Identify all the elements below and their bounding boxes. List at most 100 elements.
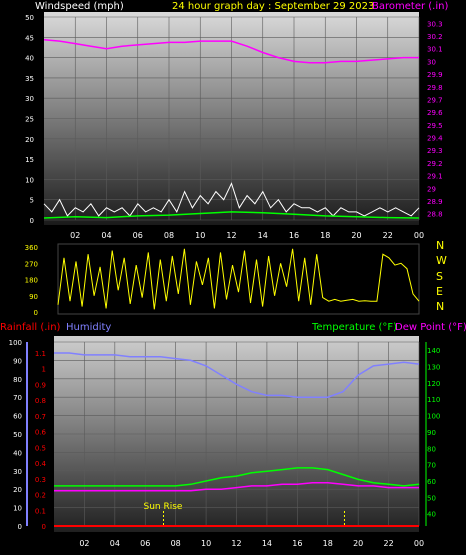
direction-label-s: S (436, 270, 443, 283)
direction-tick-label: 180 (25, 277, 38, 285)
x-tick-label: 16 (292, 539, 302, 548)
x-tick-label: 14 (258, 231, 268, 240)
barometer-tick-label: 29.4 (427, 135, 443, 143)
rainfall-tick-label: 0.9 (35, 381, 46, 389)
direction-tick-label: 270 (25, 260, 38, 268)
x-tick-label: 20 (351, 231, 361, 240)
wind-tick-label: 35 (25, 75, 34, 83)
x-tick-label: 00 (414, 231, 424, 240)
dewpoint-series (54, 481, 419, 492)
barometer-tick-label: 29.2 (427, 160, 443, 168)
x-tick-label: 18 (323, 539, 333, 548)
rainfall-tick-label: 1.1 (35, 350, 46, 358)
x-tick-label: 20 (353, 539, 363, 548)
x-tick-label: 10 (195, 231, 205, 240)
windspeed-axis-label: Windspeed (mph) (35, 1, 124, 12)
dewpoint-axis-label: Dew Point (°F) (395, 322, 466, 333)
barometer-series (43, 39, 419, 64)
humidity-tick-label: 40 (13, 449, 22, 457)
barometer-tick-label: 29.1 (427, 173, 443, 181)
rainfall-tick-label: 0.7 (35, 413, 46, 421)
barometer-tick-label: 29.8 (427, 84, 443, 92)
wind-tick-label: 40 (25, 55, 34, 63)
wind-tick-label: 10 (25, 176, 34, 184)
x-tick-label: 00 (414, 539, 424, 548)
barometer-tick-label: 29.6 (427, 109, 443, 117)
temperature-tick-label: 60 (427, 478, 436, 486)
wind-tick-label: 30 (25, 95, 34, 103)
humidity-tick-label: 100 (9, 339, 22, 347)
temperature-tick-label: 130 (427, 364, 440, 372)
humidity-tick-label: 30 (13, 468, 22, 476)
wind-tick-label: 5 (30, 197, 34, 205)
wind-tick-label: 25 (25, 116, 34, 124)
wind-tick-label: 20 (25, 136, 34, 144)
direction-label-w: W (436, 254, 447, 267)
temperature-tick-label: 100 (427, 413, 440, 421)
temperature-tick-label: 110 (427, 396, 440, 404)
direction-label-n-bottom: N (436, 300, 444, 313)
humidity-tick-label: 50 (13, 431, 22, 439)
temperature-tick-label: 80 (427, 445, 436, 453)
direction-panel-background (57, 243, 420, 315)
humidity-tick-label: 80 (13, 376, 22, 384)
x-tick-label: 18 (320, 231, 330, 240)
temperature-tick-label: 120 (427, 380, 440, 388)
x-tick-label: 12 (231, 539, 241, 548)
rainfall-tick-label: 1 (42, 366, 46, 374)
x-tick-label: 06 (140, 539, 150, 548)
barometer-tick-label: 30.2 (427, 33, 443, 41)
wind-series (43, 182, 420, 217)
x-tick-label: 14 (262, 539, 272, 548)
rainfall-tick-label: 0.5 (35, 444, 46, 452)
barometer-tick-label: 29.7 (427, 96, 443, 104)
rainfall-tick-label: 0.3 (35, 476, 46, 484)
humidity-tick-label: 10 (13, 505, 22, 513)
rainfall-tick-label: 0 (42, 523, 46, 531)
direction-label-e: E (436, 285, 443, 298)
rainfall-axis-label: Rainfall (.in) (0, 322, 61, 333)
direction-label-n-top: N (436, 239, 444, 252)
humidity-axis-label: Humidity (66, 322, 111, 333)
rainfall-tick-label: 0.6 (35, 429, 47, 437)
temperature-tick-label: 40 (427, 511, 436, 519)
barometer-tick-label: 29.9 (427, 71, 443, 79)
barometer-tick-label: 30.3 (427, 20, 443, 28)
x-tick-label: 22 (383, 539, 393, 548)
direction-tick-label: 90 (29, 293, 38, 301)
rainfall-tick-label: 0.4 (35, 460, 47, 468)
x-tick-label: 10 (201, 539, 211, 548)
humidity-tick-label: 90 (13, 357, 22, 365)
humidity-tick-label: 70 (13, 394, 22, 402)
x-tick-label: 22 (383, 231, 393, 240)
barometer-tick-label: 30.1 (427, 46, 443, 54)
temperature-tick-label: 90 (427, 429, 436, 437)
temperature-tick-label: 70 (427, 462, 436, 470)
barometer-tick-label: 28.9 (427, 198, 443, 206)
x-tick-label: 16 (289, 231, 299, 240)
sunrise-label: Sun Rise (144, 502, 183, 512)
barometer-tick-label: 29.5 (427, 122, 443, 130)
gust-series (43, 211, 420, 219)
barometer-tick-label: 30 (427, 58, 436, 66)
direction-tick-label: 360 (25, 244, 38, 252)
humidity-tick-label: 0 (18, 523, 22, 531)
temperature-tick-label: 140 (427, 347, 440, 355)
rainfall-tick-label: 0.8 (35, 397, 46, 405)
humidity-tick-label: 20 (13, 486, 22, 494)
x-tick-label: 06 (133, 231, 143, 240)
wind-tick-label: 15 (25, 156, 34, 164)
wind-tick-label: 50 (25, 14, 34, 22)
rainfall-tick-label: 0.2 (35, 492, 46, 500)
direction-tick-label: 0 (34, 309, 38, 317)
x-tick-label: 02 (79, 539, 89, 548)
wind-tick-label: 45 (25, 34, 34, 42)
rainfall-tick-label: 0.1 (35, 507, 46, 515)
x-tick-label: 08 (164, 231, 174, 240)
x-tick-label: 04 (101, 231, 111, 240)
x-tick-label: 08 (171, 539, 181, 548)
humidity-tick-label: 60 (13, 413, 22, 421)
temperature-series (54, 467, 420, 487)
